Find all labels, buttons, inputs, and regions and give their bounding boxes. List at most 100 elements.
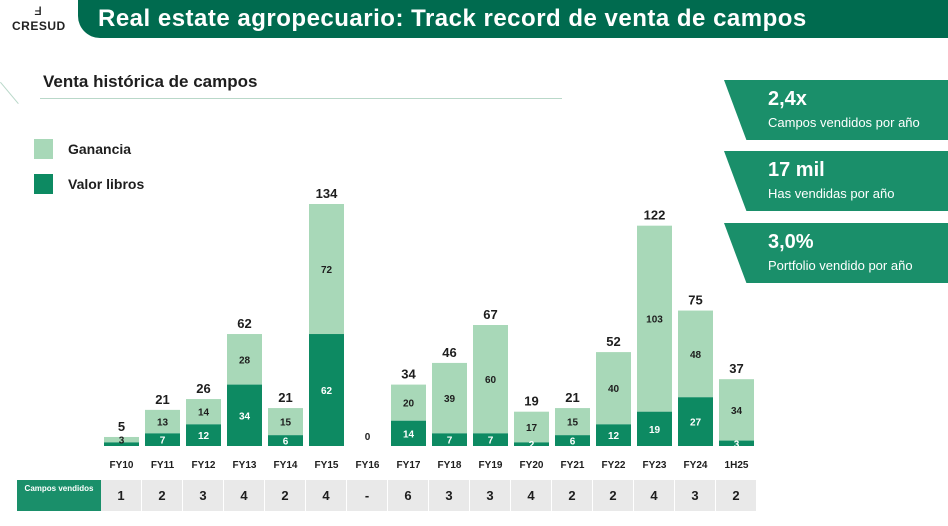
label-valor-libros: 19 — [649, 425, 661, 436]
campos-vendidos-cell: 3 — [429, 480, 470, 511]
total-label: 75 — [688, 293, 702, 308]
campos-vendidos-label: Campos vendidos — [24, 484, 94, 493]
x-tick-label: 1H25 — [725, 460, 749, 471]
kpi-campos-vendidos: 2,4x Campos vendidos por año — [724, 80, 948, 140]
label-valor-libros: 12 — [608, 431, 620, 442]
x-tick-label: FY14 — [274, 460, 298, 471]
total-label: 62 — [237, 316, 251, 331]
label-valor-libros: 12 — [198, 431, 210, 442]
cresud-logo: ⅎ CRESUD — [8, 2, 78, 42]
bar-valor-libros — [432, 433, 467, 446]
bar-ganancia — [391, 384, 426, 421]
campos-vendidos-cell: 2 — [552, 480, 593, 511]
label-ganancia: 3 — [119, 436, 125, 447]
bar-valor-libros — [104, 442, 139, 446]
label-ganancia: 20 — [403, 399, 415, 410]
x-tick-label: FY17 — [397, 460, 421, 471]
total-label: 26 — [196, 381, 210, 396]
bar-valor-libros — [186, 424, 221, 446]
campos-vendidos-cell: 3 — [675, 480, 716, 511]
bar-ganancia — [473, 325, 508, 434]
total-label: 21 — [155, 392, 169, 407]
campos-vendidos-cell: 6 — [388, 480, 429, 511]
total-label: 21 — [278, 390, 292, 405]
label-ganancia: 28 — [239, 355, 251, 366]
bar-ganancia — [227, 334, 262, 385]
label-ganancia: 14 — [198, 408, 210, 419]
campos-vendidos-cell: 4 — [224, 480, 265, 511]
label-ganancia: 40 — [608, 384, 620, 395]
label-valor-libros: 7 — [488, 436, 494, 447]
x-tick-label: FY15 — [315, 460, 339, 471]
campos-vendidos-label-box: Campos vendidos — [17, 480, 101, 511]
bar-ganancia — [514, 411, 549, 443]
kpi-portfolio-vendido: 3,0% Portfolio vendido por año — [724, 223, 948, 283]
bar-ganancia — [145, 409, 180, 434]
total-label: 67 — [483, 307, 497, 322]
campos-vendidos-cell: 2 — [142, 480, 183, 511]
label-valor-libros: 3 — [734, 439, 740, 450]
bar-ganancia — [596, 352, 631, 425]
kpi-label: Has vendidas por año — [768, 186, 895, 201]
x-tick-label: FY19 — [479, 460, 503, 471]
kpi-label: Campos vendidos por año — [768, 115, 920, 130]
logo-mark-icon: ⅎ — [34, 2, 42, 19]
label-ganancia: 39 — [444, 394, 456, 405]
label-ganancia: 13 — [157, 418, 169, 429]
section-title: Venta histórica de campos — [43, 72, 258, 91]
bar-ganancia — [719, 379, 754, 441]
label-valor-libros: 62 — [321, 386, 333, 397]
bar-valor-libros — [637, 411, 672, 446]
campos-vendidos-cell: - — [347, 480, 388, 511]
x-tick-label: FY11 — [151, 460, 175, 471]
x-tick-label: FY21 — [561, 460, 585, 471]
campos-vendidos-cell: 4 — [511, 480, 552, 511]
label-ganancia: 72 — [321, 265, 333, 276]
logo-text: CRESUD — [12, 19, 66, 33]
label-valor-libros: 14 — [403, 429, 415, 440]
x-tick-label: FY10 — [110, 460, 134, 471]
bar-ganancia — [104, 436, 139, 443]
kpi-value: 17 mil — [768, 159, 825, 181]
total-label: 46 — [442, 345, 456, 360]
label-valor-libros: 2 — [529, 440, 535, 451]
kpi-has-vendidas: 17 mil Has vendidas por año — [724, 151, 948, 211]
x-tick-label: FY20 — [520, 460, 544, 471]
legend-label-ganancia: Ganancia — [68, 141, 132, 157]
total-label: 0 — [365, 432, 371, 443]
bar-valor-libros — [227, 384, 262, 446]
total-label: 134 — [316, 186, 338, 201]
bar-valor-libros — [719, 440, 754, 446]
bar-ganancia — [555, 408, 590, 436]
bar-ganancia — [432, 362, 467, 434]
kpi-value: 3,0% — [768, 231, 814, 253]
bar-valor-libros — [678, 397, 713, 446]
x-tick-label: FY18 — [438, 460, 462, 471]
label-valor-libros: 6 — [283, 437, 289, 448]
bar-valor-libros — [473, 433, 508, 446]
label-ganancia: 15 — [280, 418, 292, 429]
legend-label-valor-libros: Valor libros — [68, 176, 145, 192]
x-tick-label: FY12 — [192, 460, 216, 471]
total-label: 21 — [565, 390, 579, 405]
label-valor-libros: 27 — [690, 418, 702, 429]
bar-valor-libros — [391, 420, 426, 446]
section-underline — [40, 98, 562, 99]
label-ganancia: 48 — [690, 350, 702, 361]
bar-ganancia — [678, 310, 713, 398]
label-ganancia: 17 — [526, 423, 538, 434]
label-valor-libros: 6 — [570, 437, 576, 448]
campos-vendidos-cell: 1 — [101, 480, 142, 511]
kpi-label: Portfolio vendido por año — [768, 258, 913, 273]
bar-valor-libros — [309, 334, 344, 446]
bar-valor-libros — [145, 433, 180, 446]
total-label: 122 — [644, 208, 666, 223]
x-tick-label: FY16 — [356, 460, 380, 471]
header-bar: Real estate agropecuario: Track record d… — [78, 0, 948, 38]
campos-vendidos-cell: 2 — [593, 480, 634, 511]
label-ganancia: 34 — [731, 406, 743, 417]
campos-vendidos-cell: 2 — [716, 480, 757, 511]
x-tick-label: FY13 — [233, 460, 257, 471]
label-valor-libros: 7 — [447, 436, 453, 447]
